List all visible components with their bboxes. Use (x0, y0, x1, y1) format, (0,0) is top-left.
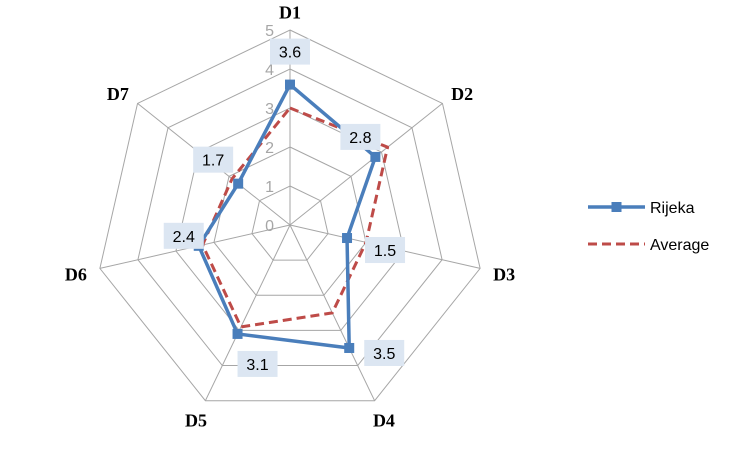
axis-label-D4: D4 (373, 411, 395, 431)
data-label-D2: 2.8 (349, 130, 371, 147)
tick-label: 4 (265, 62, 274, 79)
data-label-D1: 3.6 (279, 45, 301, 62)
radar-grid (99, 29, 481, 402)
series-line-rijeka (196, 82, 378, 350)
data-label-D6: 2.4 (173, 229, 195, 246)
axis-label-D2: D2 (451, 84, 473, 104)
grid-ring-4 (137, 68, 443, 367)
axis-label-D7: D7 (107, 84, 129, 104)
data-label-box (270, 38, 310, 65)
data-point-D7 (233, 178, 244, 189)
legend-label-average: Average (650, 237, 709, 254)
grid-ring-5 (99, 29, 481, 402)
data-label-box (365, 237, 406, 264)
grid-ring-2 (213, 146, 367, 296)
data-point-D4 (344, 342, 355, 353)
data-point-D5 (232, 328, 243, 339)
data-label-D7: 1.7 (202, 153, 224, 170)
data-label-box (340, 123, 381, 150)
spoke-D2 (289, 103, 443, 226)
axis-label-D1: D1 (279, 2, 301, 22)
legend-marker (611, 202, 622, 212)
data-label-box (364, 339, 405, 366)
legend: Rijeka Average (588, 200, 709, 254)
legend-label-rijeka: Rijeka (650, 200, 695, 217)
tick-label: 0 (265, 218, 274, 235)
data-labels: 3.6 2.8 1.5 3.5 3.1 2.4 1.7 (163, 38, 406, 377)
data-label-box (163, 222, 204, 249)
data-label-box (237, 350, 278, 377)
data-point-D3 (342, 233, 353, 244)
data-point-D2 (370, 151, 381, 162)
tick-label: 2 (265, 140, 274, 157)
data-label-D3: 1.5 (374, 243, 396, 260)
radial-tick-labels: 0 1 2 3 4 5 (265, 23, 274, 235)
series-layer (193, 79, 390, 353)
data-label-D4: 3.5 (373, 346, 395, 363)
data-label-D5: 3.1 (246, 357, 268, 374)
grid-ring-1 (251, 185, 329, 261)
series-line-average (201, 106, 390, 329)
tick-label: 1 (265, 179, 274, 196)
category-axis-labels: D1 D2 D3 D4 D5 D6 D7 (65, 2, 515, 430)
spoke-D5 (204, 224, 291, 401)
tick-label: 5 (265, 23, 274, 40)
data-point-D1 (285, 79, 295, 90)
axis-label-D6: D6 (65, 264, 87, 284)
axis-label-D3: D3 (493, 264, 515, 284)
tick-label: 3 (265, 101, 274, 118)
axis-label-D5: D5 (185, 411, 207, 431)
data-label-box (193, 146, 234, 173)
